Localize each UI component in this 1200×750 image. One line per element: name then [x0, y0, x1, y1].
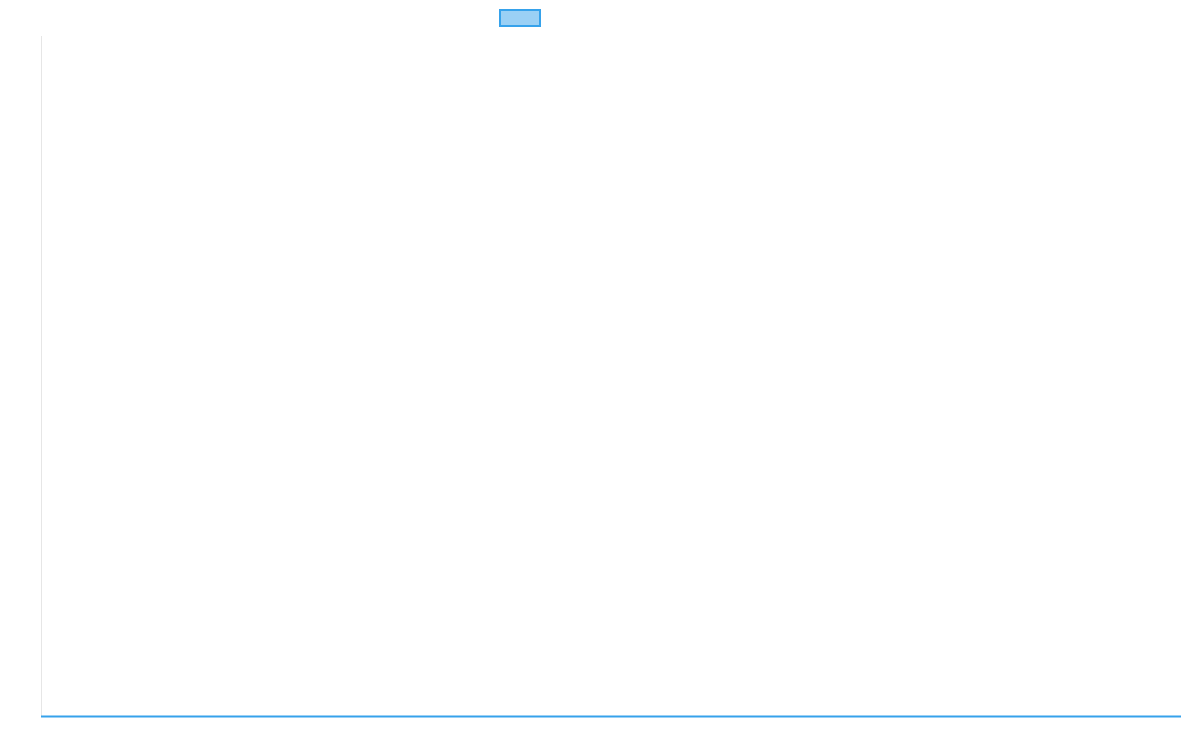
legend	[499, 9, 547, 27]
legend-swatch[interactable]	[499, 9, 541, 27]
